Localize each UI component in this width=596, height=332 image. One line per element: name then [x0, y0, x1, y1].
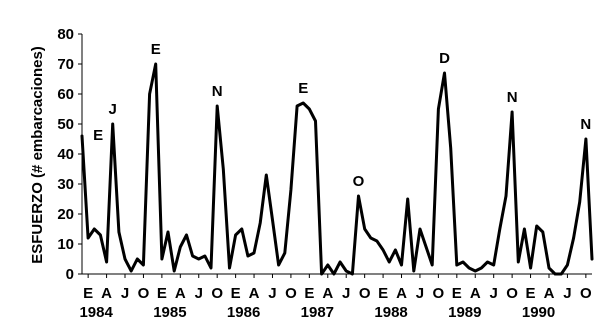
x-tick-label: A	[396, 285, 407, 302]
y-tick-label: 40	[57, 146, 74, 163]
x-tick-label: E	[83, 285, 93, 302]
peak-annotation: N	[507, 89, 518, 106]
y-tick-label: 10	[57, 236, 74, 253]
x-year-label: 1988	[374, 304, 407, 321]
peak-annotation: E	[93, 127, 103, 144]
series-line	[80, 62, 594, 276]
x-tick-label: O	[211, 285, 223, 302]
x-tick-label: J	[121, 285, 129, 302]
x-year-label: 1987	[301, 304, 334, 321]
y-tick-label: 0	[66, 266, 74, 283]
x-tick-label: A	[175, 285, 186, 302]
x-tick-label: O	[433, 285, 445, 302]
x-tick-label: O	[580, 285, 592, 302]
x-tick-label: J	[490, 285, 498, 302]
x-year-label: 1989	[448, 304, 481, 321]
peak-annotation: N	[212, 83, 223, 100]
x-tick-label: E	[452, 285, 462, 302]
peak-annotation: J	[109, 101, 117, 118]
peak-annotation: O	[353, 173, 365, 190]
y-tick-label: 80	[57, 26, 74, 43]
y-tick-label: 30	[57, 176, 74, 193]
x-tick-label: A	[544, 285, 555, 302]
y-tick-label: 60	[57, 86, 74, 103]
series-group	[80, 62, 594, 276]
x-tick-label: O	[506, 285, 518, 302]
x-year-label: 1990	[522, 304, 555, 321]
x-tick-label: A	[249, 285, 260, 302]
x-tick-label: A	[322, 285, 333, 302]
x-tick-label: J	[195, 285, 203, 302]
y-tick-label: 20	[57, 206, 74, 223]
peak-annotation: E	[298, 80, 308, 97]
x-tick-label: J	[563, 285, 571, 302]
x-tick-label: O	[359, 285, 371, 302]
x-tick-label: E	[231, 285, 241, 302]
x-tick-label: E	[157, 285, 167, 302]
x-tick-label: E	[304, 285, 314, 302]
x-tick-label: A	[470, 285, 481, 302]
x-tick-label: J	[342, 285, 350, 302]
y-tick-label: 70	[57, 56, 74, 73]
x-year-label: 1984	[79, 304, 113, 321]
x-tick-label: E	[378, 285, 388, 302]
peak-annotation: E	[151, 41, 161, 58]
x-tick-label: J	[416, 285, 424, 302]
y-axis-title-group: ESFUERZO (# embarcaciones)	[29, 46, 46, 264]
y-tick-label: 50	[57, 116, 74, 133]
x-tick-label: O	[138, 285, 150, 302]
x-tick-label: O	[285, 285, 297, 302]
x-year-label: 1985	[153, 304, 186, 321]
peak-annotation: D	[439, 50, 450, 67]
x-year-label: 1986	[227, 304, 260, 321]
x-tick-label: E	[526, 285, 536, 302]
x-tick-label: J	[268, 285, 276, 302]
peak-annotation: N	[580, 116, 591, 133]
y-axis-label: ESFUERZO (# embarcaciones)	[29, 46, 46, 264]
x-tick-label: A	[101, 285, 112, 302]
